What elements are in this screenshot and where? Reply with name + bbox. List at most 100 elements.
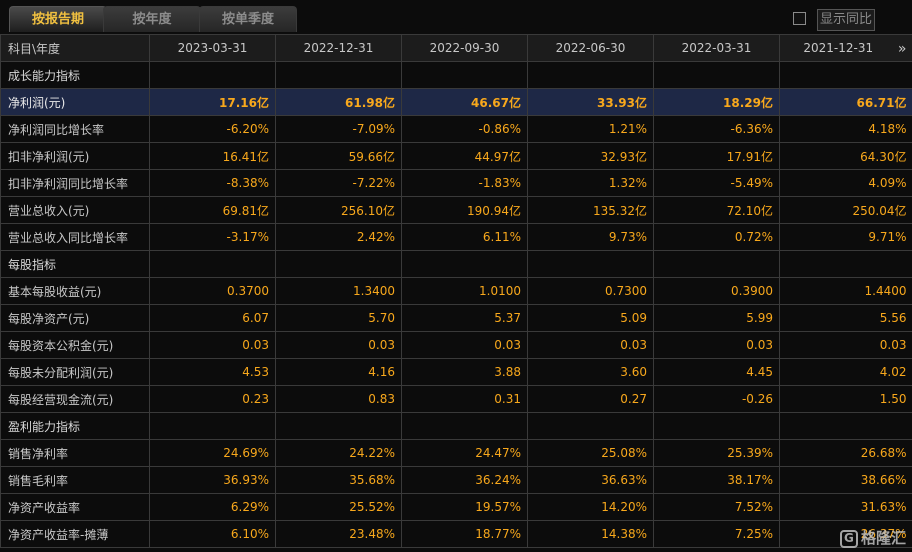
value-cell: 0.3900 <box>653 277 780 305</box>
yoy-checkbox[interactable] <box>793 12 806 25</box>
table-row[interactable]: 扣非净利润同比增长率 -8.38% -7.22% -1.83% 1.32% -5.49% 4… <box>0 169 912 197</box>
value-cell: -1.83% <box>401 169 528 197</box>
table-row[interactable]: 基本每股收益(元) 0.3700 1.3400 1.0100 0.7300 0.3900 1… <box>0 277 912 305</box>
value-cell: 24.47% <box>401 439 528 467</box>
top-toolbar: 按报告期 按年度 按单季度 显示同比 <box>0 0 912 34</box>
watermark-text: 格隆汇 <box>860 529 906 547</box>
value-cell: 59.66亿 <box>275 142 402 170</box>
value-cell: 135.32亿 <box>527 196 654 224</box>
value-cell: 190.94亿 <box>401 196 528 224</box>
column-header[interactable]: 2022-09-30 <box>401 34 528 62</box>
value-cell: 14.20% <box>527 493 654 521</box>
value-cell: 31.63% <box>779 493 912 521</box>
value-cell: 3.60 <box>527 358 654 386</box>
value-cell: 66.71亿 <box>779 88 912 116</box>
value-cell: 33.93亿 <box>527 88 654 116</box>
value-cell: -7.09% <box>275 115 402 143</box>
value-cell: 0.7300 <box>527 277 654 305</box>
value-cell: -0.86% <box>401 115 528 143</box>
value-cell: 1.3400 <box>275 277 402 305</box>
section-row[interactable]: 成长能力指标 <box>0 61 912 89</box>
financial-table: 科目\年度 2023-03-31 2022-12-31 2022-09-30 2… <box>0 34 912 548</box>
value-cell: 25.52% <box>275 493 402 521</box>
value-cell: 46.67亿 <box>401 88 528 116</box>
column-header[interactable]: 2022-06-30 <box>527 34 654 62</box>
section-label: 每股指标 <box>0 250 150 278</box>
empty-cell <box>275 250 402 278</box>
column-header[interactable]: 2021-12-31 » <box>779 34 912 62</box>
value-cell: 0.03 <box>401 331 528 359</box>
value-cell: 2.42% <box>275 223 402 251</box>
value-cell: 6.07 <box>149 304 276 332</box>
value-cell: -0.26 <box>653 385 780 413</box>
value-cell: -5.49% <box>653 169 780 197</box>
value-cell: 9.73% <box>527 223 654 251</box>
table-row[interactable]: 每股经营现金流(元) 0.23 0.83 0.31 0.27 -0.26 1.50 <box>0 385 912 413</box>
table-row[interactable]: 每股未分配利润(元) 4.53 4.16 3.88 3.60 4.45 4.02 <box>0 358 912 386</box>
table-row[interactable]: 每股资本公积金(元) 0.03 0.03 0.03 0.03 0.03 0.03 <box>0 331 912 359</box>
empty-cell <box>275 61 402 89</box>
table-row[interactable]: 净资产收益率 6.29% 25.52% 19.57% 14.20% 7.52% 31.63% <box>0 493 912 521</box>
row-label: 净利润(元) <box>0 88 150 116</box>
empty-cell <box>527 250 654 278</box>
value-cell: 64.30亿 <box>779 142 912 170</box>
section-label: 成长能力指标 <box>0 61 150 89</box>
value-cell: 0.31 <box>401 385 528 413</box>
value-cell: 35.68% <box>275 466 402 494</box>
value-cell: 0.72% <box>653 223 780 251</box>
column-header[interactable]: 2022-12-31 <box>275 34 402 62</box>
table-row[interactable]: 扣非净利润(元) 16.41亿 59.66亿 44.97亿 32.93亿 17.91亿 64… <box>0 142 912 170</box>
empty-cell <box>779 250 912 278</box>
value-cell: 5.37 <box>401 304 528 332</box>
value-cell: 250.04亿 <box>779 196 912 224</box>
empty-cell <box>779 61 912 89</box>
table-row[interactable]: 销售净利率 24.69% 24.22% 24.47% 25.08% 25.39% 26.68… <box>0 439 912 467</box>
value-cell: 17.91亿 <box>653 142 780 170</box>
value-cell: -8.38% <box>149 169 276 197</box>
column-header[interactable]: 2023-03-31 <box>149 34 276 62</box>
empty-cell <box>401 250 528 278</box>
table-row[interactable]: 营业总收入(元) 69.81亿 256.10亿 190.94亿 135.32亿 72.10… <box>0 196 912 224</box>
table-row[interactable]: 每股净资产(元) 6.07 5.70 5.37 5.09 5.99 5.56 <box>0 304 912 332</box>
value-cell: 16.41亿 <box>149 142 276 170</box>
value-cell: 6.29% <box>149 493 276 521</box>
row-label: 销售毛利率 <box>0 466 150 494</box>
column-header[interactable]: 2022-03-31 <box>653 34 780 62</box>
value-cell: 256.10亿 <box>275 196 402 224</box>
value-cell: -3.17% <box>149 223 276 251</box>
table-row[interactable]: 营业总收入同比增长率 -3.17% 2.42% 6.11% 9.73% 0.72% 9.71… <box>0 223 912 251</box>
table-row[interactable]: 净利润同比增长率 -6.20% -7.09% -0.86% 1.21% -6.36% 4.1… <box>0 115 912 143</box>
value-cell: 7.25% <box>653 520 780 548</box>
value-cell: 36.63% <box>527 466 654 494</box>
row-label: 净利润同比增长率 <box>0 115 150 143</box>
table-row[interactable]: 净利润(元) 17.16亿 61.98亿 46.67亿 33.93亿 18.29亿 66.7… <box>0 88 912 116</box>
value-cell: 36.93% <box>149 466 276 494</box>
empty-cell <box>149 412 276 440</box>
value-cell: 72.10亿 <box>653 196 780 224</box>
value-cell: 1.4400 <box>779 277 912 305</box>
show-yoy-button[interactable]: 显示同比 <box>817 9 875 31</box>
table-row[interactable]: 销售毛利率 36.93% 35.68% 36.24% 36.63% 38.17% 38.66… <box>0 466 912 494</box>
value-cell: 26.37% <box>779 520 912 548</box>
empty-cell <box>149 250 276 278</box>
value-cell: 25.08% <box>527 439 654 467</box>
row-label: 每股未分配利润(元) <box>0 358 150 386</box>
tab-by-report-period[interactable]: 按报告期 <box>9 6 107 32</box>
value-cell: 24.22% <box>275 439 402 467</box>
section-row[interactable]: 每股指标 <box>0 250 912 278</box>
row-label: 每股净资产(元) <box>0 304 150 332</box>
value-cell: 25.39% <box>653 439 780 467</box>
tab-by-quarter[interactable]: 按单季度 <box>199 6 297 32</box>
double-chevron-right-icon[interactable]: » <box>897 41 907 57</box>
value-cell: 5.99 <box>653 304 780 332</box>
section-row[interactable]: 盈利能力指标 <box>0 412 912 440</box>
table-row[interactable]: 净资产收益率-摊薄 6.10% 23.48% 18.77% 14.38% 7.25% 26.… <box>0 520 912 548</box>
tab-by-year[interactable]: 按年度 <box>103 6 201 32</box>
row-label: 扣非净利润同比增长率 <box>0 169 150 197</box>
value-cell: 18.29亿 <box>653 88 780 116</box>
value-cell: 0.03 <box>527 331 654 359</box>
value-cell: 5.56 <box>779 304 912 332</box>
empty-cell <box>527 412 654 440</box>
value-cell: 36.24% <box>401 466 528 494</box>
value-cell: 44.97亿 <box>401 142 528 170</box>
